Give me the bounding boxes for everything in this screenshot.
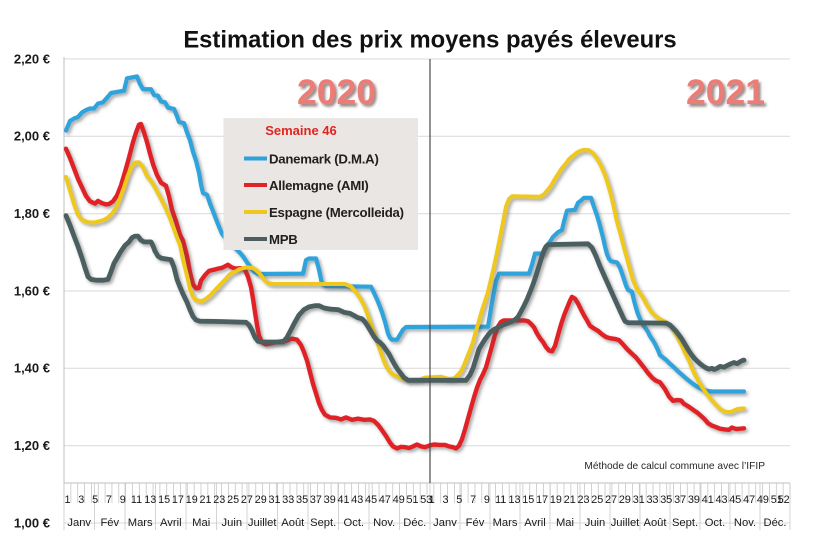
svg-text:Janv: Janv [433, 517, 457, 529]
svg-text:Semaine 46: Semaine 46 [265, 123, 337, 138]
svg-text:49: 49 [757, 494, 769, 506]
svg-text:2020: 2020 [297, 72, 376, 112]
svg-text:1,80 €: 1,80 € [14, 206, 50, 221]
svg-text:7: 7 [470, 494, 476, 506]
svg-text:1,20 €: 1,20 € [14, 438, 50, 453]
svg-text:7: 7 [106, 494, 112, 506]
svg-text:3: 3 [442, 494, 448, 506]
svg-text:31: 31 [268, 494, 280, 506]
svg-text:Janv: Janv [67, 517, 91, 529]
svg-text:Mars: Mars [493, 517, 518, 529]
svg-text:Avril: Avril [160, 517, 182, 529]
svg-text:25: 25 [227, 494, 239, 506]
svg-text:Juin: Juin [222, 517, 243, 529]
svg-text:5: 5 [92, 494, 98, 506]
svg-text:Fév: Fév [100, 517, 119, 529]
svg-text:Déc.: Déc. [763, 517, 786, 529]
svg-text:Mai: Mai [556, 517, 574, 529]
svg-text:53: 53 [420, 494, 432, 506]
svg-text:Mai: Mai [192, 517, 210, 529]
svg-text:37: 37 [310, 494, 322, 506]
svg-text:1,40 €: 1,40 € [14, 361, 50, 376]
svg-text:2021: 2021 [686, 72, 765, 112]
svg-text:52: 52 [778, 494, 790, 506]
svg-text:17: 17 [172, 494, 184, 506]
svg-text:23: 23 [577, 494, 589, 506]
svg-text:1: 1 [429, 494, 435, 506]
svg-text:Oct.: Oct. [705, 517, 726, 529]
svg-text:2,00 €: 2,00 € [14, 129, 50, 144]
svg-text:Méthode de calcul commune avec: Méthode de calcul commune avec l’IFIP [584, 461, 765, 472]
svg-text:1,00 €: 1,00 € [14, 515, 50, 530]
svg-text:MPB: MPB [269, 232, 298, 247]
svg-text:Danemark (D.M.A): Danemark (D.M.A) [269, 152, 379, 167]
svg-text:Mars: Mars [128, 517, 153, 529]
svg-text:33: 33 [646, 494, 658, 506]
svg-text:11: 11 [131, 494, 142, 506]
svg-text:Sept.: Sept. [672, 517, 698, 529]
svg-text:29: 29 [255, 494, 267, 506]
svg-text:Fév: Fév [466, 517, 485, 529]
svg-text:Nov.: Nov. [373, 517, 395, 529]
svg-text:Août: Août [281, 517, 305, 529]
svg-text:21: 21 [199, 494, 211, 506]
svg-text:37: 37 [674, 494, 686, 506]
svg-text:39: 39 [688, 494, 700, 506]
svg-text:43: 43 [351, 494, 363, 506]
svg-text:15: 15 [522, 494, 534, 506]
svg-text:19: 19 [186, 494, 198, 506]
svg-text:39: 39 [324, 494, 336, 506]
svg-text:Oct.: Oct. [344, 517, 365, 529]
svg-text:27: 27 [241, 494, 253, 506]
svg-text:9: 9 [120, 494, 126, 506]
svg-text:11: 11 [495, 494, 506, 506]
svg-text:9: 9 [484, 494, 490, 506]
svg-text:5: 5 [456, 494, 462, 506]
svg-text:Déc.: Déc. [403, 517, 426, 529]
svg-text:Nov.: Nov. [734, 517, 756, 529]
svg-text:1,60 €: 1,60 € [14, 283, 50, 298]
svg-text:29: 29 [619, 494, 631, 506]
svg-text:Juillet: Juillet [248, 517, 277, 529]
svg-text:Sept.: Sept. [310, 517, 336, 529]
svg-text:Août: Août [643, 517, 667, 529]
svg-text:Allemagne (AMI): Allemagne (AMI) [269, 178, 369, 193]
svg-text:51: 51 [406, 494, 418, 506]
svg-text:45: 45 [365, 494, 377, 506]
svg-text:31: 31 [633, 494, 645, 506]
svg-text:Juin: Juin [585, 517, 606, 529]
svg-text:15: 15 [158, 494, 170, 506]
svg-text:Estimation des prix moyens pay: Estimation des prix moyens payés éleveur… [183, 27, 676, 54]
svg-text:51: 51 [771, 494, 783, 506]
svg-text:41: 41 [702, 494, 714, 506]
svg-text:17: 17 [536, 494, 548, 506]
svg-text:47: 47 [743, 494, 755, 506]
svg-text:19: 19 [550, 494, 562, 506]
svg-text:27: 27 [605, 494, 617, 506]
svg-text:35: 35 [660, 494, 672, 506]
svg-text:13: 13 [508, 494, 520, 506]
svg-text:41: 41 [337, 494, 349, 506]
svg-text:23: 23 [213, 494, 225, 506]
svg-text:Avril: Avril [524, 517, 546, 529]
svg-text:25: 25 [591, 494, 603, 506]
svg-text:Juillet: Juillet [611, 517, 640, 529]
svg-text:35: 35 [296, 494, 308, 506]
svg-text:Espagne (Mercolleida): Espagne (Mercolleida) [269, 205, 404, 220]
svg-text:13: 13 [144, 494, 156, 506]
svg-text:21: 21 [564, 494, 576, 506]
svg-text:47: 47 [379, 494, 391, 506]
svg-text:2,20 €: 2,20 € [14, 51, 50, 66]
svg-text:43: 43 [715, 494, 727, 506]
svg-text:33: 33 [282, 494, 294, 506]
svg-text:49: 49 [393, 494, 405, 506]
svg-text:3: 3 [78, 494, 84, 506]
svg-text:1: 1 [64, 494, 70, 506]
svg-text:45: 45 [729, 494, 741, 506]
